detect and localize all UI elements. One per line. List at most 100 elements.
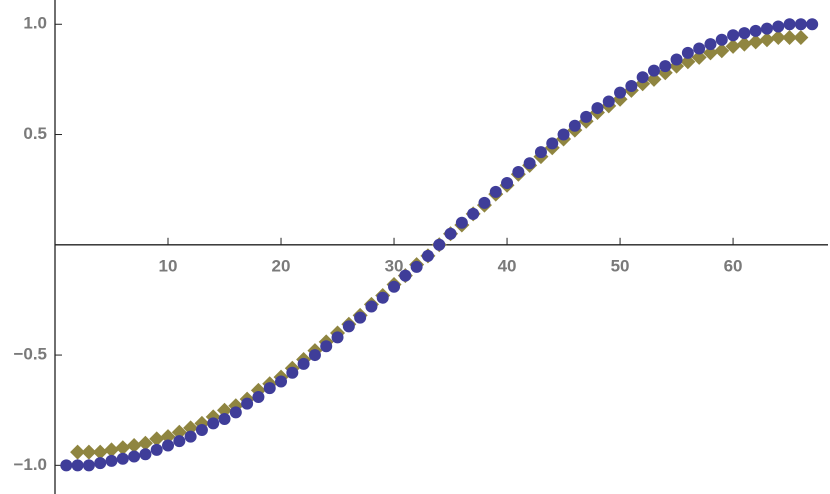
- circle-point: [501, 177, 514, 190]
- diamond-point: [646, 71, 662, 87]
- x-tick-label: 50: [611, 256, 630, 275]
- circle-point: [557, 128, 570, 141]
- circle-point: [162, 439, 175, 452]
- diamond-point: [691, 49, 707, 65]
- circle-point: [342, 320, 355, 333]
- circle-point: [783, 18, 796, 31]
- circle-point: [467, 207, 480, 220]
- circle-point: [659, 60, 672, 73]
- diamond-point: [217, 402, 233, 418]
- circle-point: [715, 33, 728, 46]
- circle-point: [116, 452, 129, 465]
- circle-point: [591, 102, 604, 115]
- diamond-point: [149, 431, 165, 447]
- diamond-point: [115, 440, 131, 456]
- diamond-point: [171, 424, 187, 440]
- circle-point: [139, 448, 152, 461]
- circle-point: [444, 227, 457, 240]
- circle-point: [760, 22, 773, 35]
- y-tick-label: −0.5: [13, 345, 47, 364]
- diamond-point: [748, 34, 764, 50]
- circle-point: [105, 454, 118, 467]
- circle-point: [365, 300, 378, 313]
- circle-point: [173, 435, 186, 448]
- circle-point: [546, 137, 559, 150]
- circle-point: [286, 366, 299, 379]
- circle-point: [647, 64, 660, 77]
- circle-point: [241, 397, 254, 410]
- circle-point: [399, 269, 412, 282]
- circle-point: [670, 53, 683, 66]
- circle-point: [421, 249, 434, 262]
- circle-point: [433, 238, 446, 251]
- diamond-point: [70, 444, 86, 460]
- circle-point: [376, 291, 389, 304]
- circle-point: [388, 280, 401, 293]
- diamond-point: [137, 435, 153, 451]
- circle-point: [749, 24, 762, 37]
- circle-point: [60, 459, 73, 472]
- diamond-point: [81, 444, 97, 460]
- circle-point: [727, 29, 740, 42]
- circle-point: [512, 166, 525, 179]
- diamond-point: [104, 442, 120, 458]
- diamond-point: [702, 45, 718, 61]
- circle-point: [625, 80, 638, 93]
- circle-point: [738, 27, 751, 40]
- circle-point: [794, 18, 807, 31]
- x-tick-label: 30: [385, 256, 404, 275]
- circle-point: [150, 443, 163, 456]
- diamond-point: [782, 29, 798, 45]
- y-tick-label: −1.0: [13, 455, 47, 474]
- diamond-point: [126, 437, 142, 453]
- x-tick-label: 60: [724, 256, 743, 275]
- circle-point: [207, 417, 220, 430]
- diamond-point: [759, 32, 775, 48]
- circle-point: [523, 157, 536, 170]
- circle-point: [252, 390, 265, 403]
- circle-point: [568, 119, 581, 132]
- diamond-point: [714, 43, 730, 59]
- circle-point: [602, 95, 615, 108]
- circle-point: [534, 146, 547, 159]
- circle-point: [275, 375, 288, 388]
- circle-point: [580, 110, 593, 123]
- circle-point: [320, 340, 333, 353]
- diamond-point: [793, 29, 809, 45]
- circle-point: [71, 459, 84, 472]
- circle-point: [478, 196, 491, 209]
- circle-point: [82, 459, 95, 472]
- circle-point: [489, 185, 502, 198]
- circle-point: [128, 450, 141, 463]
- circle-point: [636, 71, 649, 84]
- circle-point: [297, 357, 310, 370]
- circle-point: [354, 311, 367, 324]
- circle-point: [331, 331, 344, 344]
- circle-point: [704, 38, 717, 51]
- diamond-point: [183, 420, 199, 436]
- circle-point: [229, 406, 242, 419]
- circle-point: [184, 430, 197, 443]
- circle-point: [806, 18, 819, 31]
- x-tick-label: 20: [272, 256, 291, 275]
- y-tick-label: 0.5: [23, 124, 47, 143]
- circle-point: [614, 86, 627, 99]
- circle-point: [218, 413, 231, 426]
- diamond-point: [160, 429, 176, 445]
- diamond-point: [92, 444, 108, 460]
- diamond-point: [770, 29, 786, 45]
- circle-point: [455, 216, 468, 229]
- circle-point: [308, 349, 321, 362]
- diamond-point: [680, 54, 696, 70]
- x-tick-label: 10: [159, 256, 178, 275]
- circle-point: [94, 457, 107, 470]
- circle-point: [263, 382, 276, 395]
- circle-point: [693, 42, 706, 55]
- diamond-point: [736, 36, 752, 52]
- y-tick-label: 1.0: [23, 14, 47, 33]
- circle-point: [195, 424, 208, 437]
- x-tick-label: 40: [498, 256, 517, 275]
- diamond-point: [725, 38, 741, 54]
- circle-point: [681, 46, 694, 59]
